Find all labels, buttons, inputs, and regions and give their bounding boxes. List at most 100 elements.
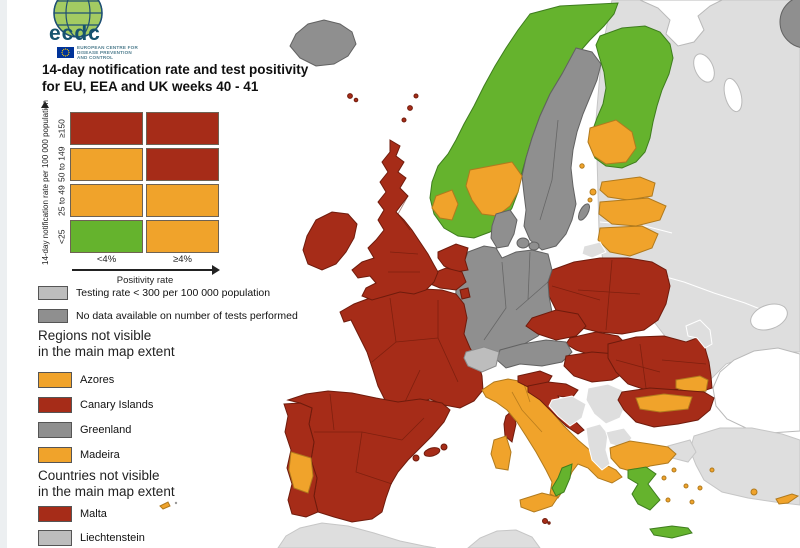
map-region-netherlands bbox=[437, 243, 469, 273]
ecdc-org-name: EUROPEAN CENTRE FOR DISEASE PREVENTION A… bbox=[77, 45, 138, 60]
map-region-shetland-orkney bbox=[413, 93, 419, 99]
map-region-aegean-islands bbox=[671, 467, 677, 473]
map-region-shetland-orkney bbox=[407, 105, 413, 111]
matrix-cell-r1c0 bbox=[70, 148, 143, 181]
matrix-cell-r0c1 bbox=[146, 112, 219, 145]
map-region-iceland bbox=[289, 19, 357, 67]
map-region-latvia bbox=[598, 197, 667, 227]
map-region-romania-southeast bbox=[675, 375, 709, 393]
map-region-rhodes bbox=[750, 488, 758, 496]
map-region-aegean-islands bbox=[689, 499, 695, 505]
liechtenstein-label: Liechtenstein bbox=[80, 532, 145, 544]
germany-internal-borders bbox=[483, 251, 549, 341]
no-data-swatch bbox=[38, 309, 68, 323]
regions-heading-line2: in the main map extent bbox=[38, 344, 175, 359]
romania-internal-borders bbox=[615, 343, 707, 389]
map-region-portugal-south bbox=[288, 451, 314, 494]
map-region-estonia-islands bbox=[587, 197, 593, 203]
map-region-tunisia bbox=[467, 529, 541, 548]
map-region-crete bbox=[649, 525, 693, 539]
map-inset-speck-gray bbox=[174, 501, 178, 505]
map-region-serbia bbox=[585, 383, 627, 425]
canary-islands-label: Canary Islands bbox=[80, 399, 154, 411]
matrix-cells bbox=[70, 112, 219, 253]
map-region-moldova bbox=[685, 319, 713, 349]
map-region-greece-north bbox=[609, 440, 677, 473]
matrix-cell-r2c1 bbox=[146, 184, 219, 217]
map-inset-specks bbox=[159, 501, 171, 510]
uk-internal-borders bbox=[388, 195, 420, 273]
map-region-united-kingdom bbox=[351, 139, 439, 301]
col-label-under4pct: <4% bbox=[96, 254, 117, 265]
map-region-denmark-islands bbox=[528, 241, 540, 251]
map-region-ireland bbox=[302, 211, 358, 271]
x-axis-line bbox=[72, 269, 212, 271]
greenland-swatch bbox=[38, 422, 72, 438]
map-title: 14-day notification rate and test positi… bbox=[42, 62, 308, 95]
matrix-cell-r1c1 bbox=[146, 148, 219, 181]
greenland-label: Greenland bbox=[80, 424, 132, 436]
map-region-denmark-islands bbox=[516, 237, 530, 249]
map-region-aegean-islands bbox=[709, 467, 715, 473]
italy-internal-borders bbox=[511, 383, 543, 433]
map-region-kaliningrad bbox=[581, 241, 607, 259]
matrix-cell-r0c0 bbox=[70, 112, 143, 145]
poland-internal-borders bbox=[551, 259, 641, 331]
row-label-under25: <25 bbox=[56, 229, 67, 244]
ecdc-brand-text: ecdc bbox=[49, 22, 101, 45]
map-region-malta bbox=[542, 518, 548, 524]
map-region-luxembourg bbox=[459, 287, 471, 300]
top-right-gray-circle bbox=[779, 0, 800, 48]
x-axis-label: Positivity rate bbox=[116, 275, 174, 286]
map-region-sardinia bbox=[490, 435, 512, 471]
white-sea bbox=[639, 0, 723, 47]
regions-heading-line1: Regions not visible bbox=[38, 328, 152, 343]
azores-swatch bbox=[38, 372, 72, 388]
map-region-cyprus bbox=[775, 493, 800, 505]
madeira-swatch bbox=[38, 447, 72, 463]
map-region-austria bbox=[496, 339, 573, 369]
map-region-malta bbox=[547, 521, 551, 525]
map-region-balearic-islands bbox=[423, 447, 441, 457]
map-region-aegean-islands bbox=[661, 475, 667, 481]
lake-onega bbox=[723, 77, 743, 113]
madeira-label: Madeira bbox=[80, 449, 120, 461]
map-region-finland-southwest bbox=[587, 119, 637, 165]
map-region-montenegro-albania bbox=[585, 423, 611, 471]
map-region-gotland bbox=[577, 203, 591, 221]
map-region-sweden bbox=[521, 47, 602, 251]
map-region-faroe-islands bbox=[347, 93, 353, 99]
page-edge bbox=[0, 0, 7, 548]
y-axis-label: 14-day notification rate per 100 000 pop… bbox=[41, 99, 50, 265]
matrix-cell-r3c1 bbox=[146, 220, 219, 253]
map-region-bulgaria-central-band bbox=[635, 393, 693, 413]
sweden-internal-borders bbox=[539, 119, 559, 221]
row-label-50-149: 50 to 149 bbox=[56, 146, 67, 183]
testing-rate-swatch bbox=[38, 286, 68, 300]
ecdc-globe-icon bbox=[53, 0, 103, 38]
y-axis-arrow-icon bbox=[41, 101, 49, 108]
map-region-denmark bbox=[490, 209, 518, 249]
map-region-aegean-islands bbox=[697, 485, 703, 491]
spain-internal-borders bbox=[314, 393, 425, 485]
map-region-faroe-islands bbox=[353, 97, 359, 103]
map-region-estonia-islands bbox=[589, 188, 597, 196]
map-region-estonia bbox=[599, 176, 656, 201]
lake-ladoga bbox=[693, 53, 715, 83]
canary-islands-swatch bbox=[38, 397, 72, 413]
countries-heading-line2: in the main map extent bbox=[38, 484, 175, 499]
no-data-label: No data available on number of tests per… bbox=[76, 310, 298, 322]
testing-rate-label: Testing rate < 300 per 100 000 populatio… bbox=[76, 287, 271, 299]
france-internal-borders bbox=[371, 297, 459, 405]
map-region-aegean-islands bbox=[683, 483, 689, 489]
map-region-balearic-islands bbox=[412, 454, 420, 462]
malta-label: Malta bbox=[80, 508, 107, 520]
eu-flag-icon bbox=[57, 47, 74, 58]
map-region-switzerland bbox=[463, 346, 500, 373]
row-label-150plus: ≥150 bbox=[56, 119, 67, 138]
map-region-norway-southeast bbox=[465, 161, 523, 217]
map-region-turkey bbox=[689, 427, 800, 506]
countries-heading-line1: Countries not visible bbox=[38, 468, 160, 483]
